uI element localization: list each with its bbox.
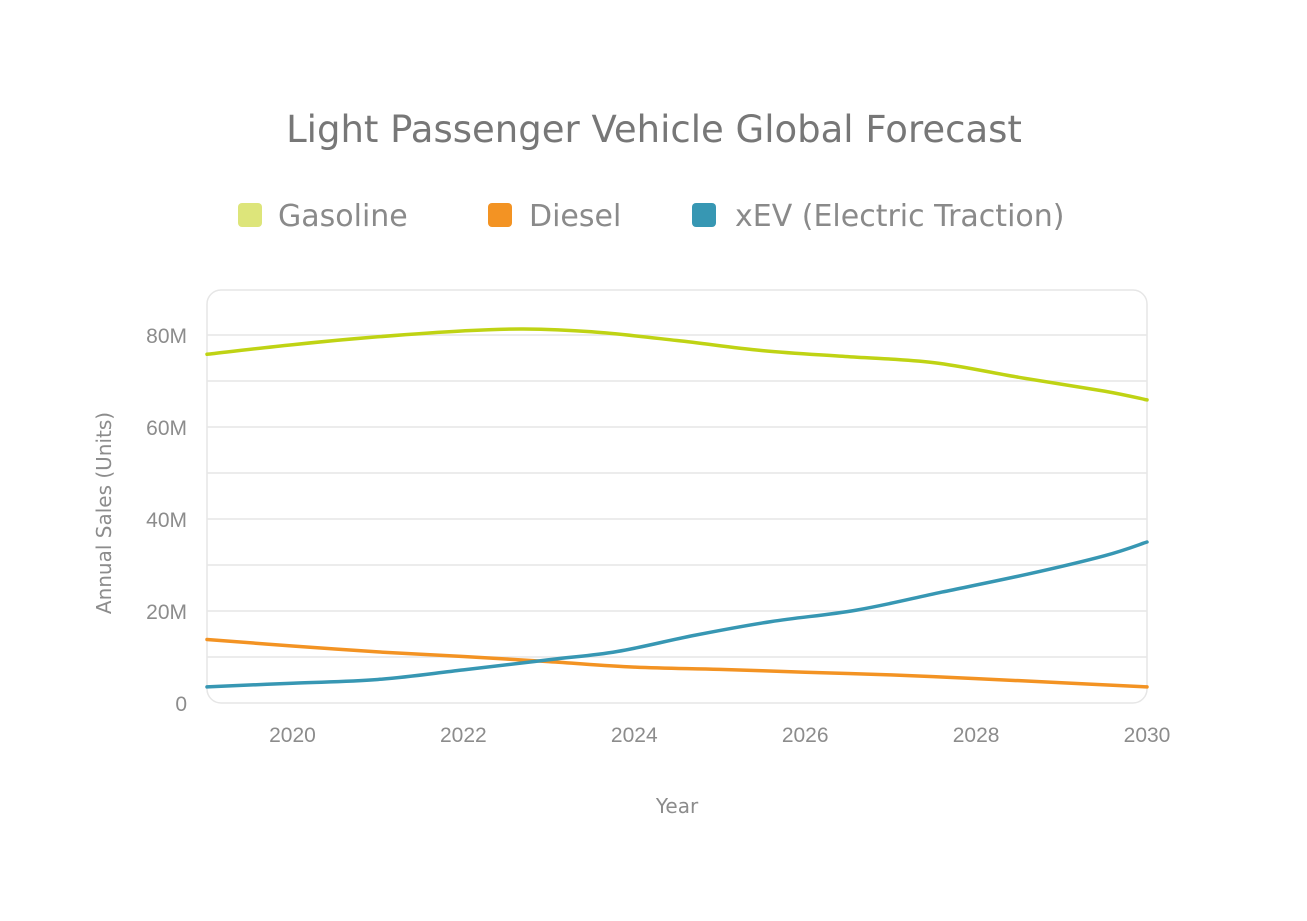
y-tick-label: 80M	[146, 325, 187, 348]
y-tick-label: 20M	[146, 601, 187, 624]
series-line-xev-electric-traction	[205, 540, 1149, 689]
x-tick-label: 2022	[440, 724, 487, 747]
x-tick-label: 2028	[953, 724, 1000, 747]
x-tick-label: 2026	[782, 724, 829, 747]
legend-swatch	[488, 203, 512, 227]
x-tick-label: 2024	[611, 724, 658, 747]
legend-item-gasoline[interactable]: Gasoline	[238, 199, 408, 234]
x-axis-ticks: 2020 2022 2024 2026 2028 2030	[269, 724, 1170, 747]
legend-swatch	[238, 203, 262, 227]
x-axis-label: Year	[655, 794, 699, 818]
chart-title: Light Passenger Vehicle Global Forecast	[286, 108, 1022, 151]
legend-item-diesel[interactable]: Diesel	[488, 199, 621, 234]
legend-item-xev-electric-traction[interactable]: xEV (Electric Traction)	[692, 199, 1064, 234]
y-axis-label: Annual Sales (Units)	[92, 412, 116, 614]
y-axis-ticks: 0 20M 40M 60M 80M	[146, 325, 187, 716]
series-line-gasoline	[205, 327, 1149, 402]
legend-label: Diesel	[529, 199, 621, 234]
y-tick-label: 60M	[146, 417, 187, 440]
y-tick-label: 40M	[146, 509, 187, 532]
legend: Gasoline Diesel xEV (Electric Traction)	[238, 199, 1064, 234]
series-line-diesel	[205, 637, 1149, 689]
x-tick-label: 2030	[1124, 724, 1171, 747]
x-tick-label: 2020	[269, 724, 316, 747]
series-lines	[205, 327, 1149, 689]
legend-swatch	[692, 203, 716, 227]
plot-area	[206, 289, 1148, 704]
legend-label: Gasoline	[278, 199, 408, 234]
grid	[207, 334, 1147, 658]
legend-label: xEV (Electric Traction)	[735, 199, 1064, 234]
y-tick-label: 0	[175, 693, 187, 716]
